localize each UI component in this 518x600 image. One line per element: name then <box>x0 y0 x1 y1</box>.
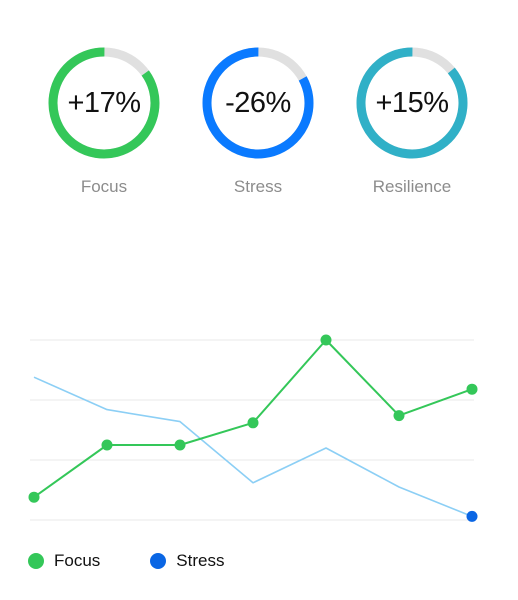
legend-label-focus: Focus <box>54 551 101 570</box>
ring-progress <box>356 47 468 159</box>
data-point-focus <box>466 383 478 395</box>
chart-legend: Focus Stress <box>28 548 274 574</box>
data-point-focus <box>247 417 259 429</box>
data-point-focus <box>28 491 40 503</box>
stress-ring: -26% Stress <box>202 47 314 197</box>
focus-ring: +17% Focus <box>48 47 160 197</box>
legend-swatch-stress <box>150 553 167 569</box>
data-point-focus <box>320 334 332 346</box>
legend-item-stress: Stress <box>150 551 224 571</box>
ring-progress <box>48 47 160 159</box>
stress-label: Stress <box>233 177 283 196</box>
legend-label-stress: Stress <box>176 551 225 570</box>
resilience-change-value: +15% <box>375 87 449 119</box>
focus-ring-gauge <box>48 47 160 159</box>
trend-line-chart <box>28 334 478 522</box>
resilience-ring-gauge <box>356 47 468 159</box>
resilience-label: Resilience <box>372 177 452 196</box>
data-point-focus <box>393 410 405 422</box>
focus-label: Focus <box>80 177 128 196</box>
ring-progress <box>202 47 314 159</box>
stress-change-value: -26% <box>225 87 291 119</box>
series-line-stress <box>33 376 473 518</box>
data-point-stress <box>466 510 478 522</box>
legend-item-focus: Focus <box>28 551 100 571</box>
data-point-focus <box>101 439 113 451</box>
legend-swatch-focus <box>28 553 44 569</box>
data-point-focus <box>174 439 186 451</box>
ring-stats: +17% Focus -26% Stress +15% Resilience <box>0 0 518 210</box>
resilience-ring: +15% Resilience <box>356 47 468 197</box>
stress-ring-gauge <box>202 47 314 159</box>
focus-change-value: +17% <box>67 87 141 119</box>
